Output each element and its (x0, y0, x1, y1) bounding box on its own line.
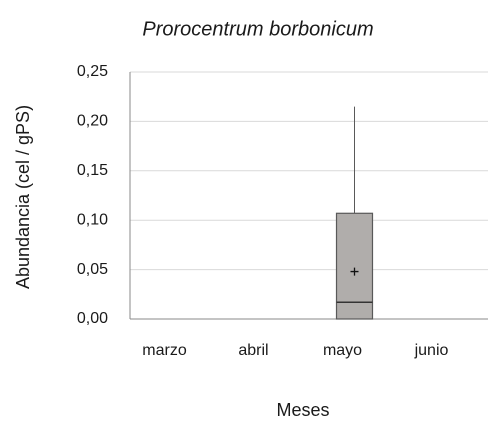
x-tick-label: abril (238, 342, 268, 359)
y-tick-label: 0,25 (77, 63, 108, 80)
x-tick-label: mayo (323, 342, 362, 359)
chart-title: Prorocentrum borbonicum (142, 18, 373, 40)
x-axis-title: Meses (276, 400, 329, 420)
y-axis-title: Abundancia (cel / gPS) (13, 105, 33, 289)
mean-marker (350, 267, 359, 276)
box (335, 212, 374, 320)
x-tick-label: junio (414, 342, 449, 359)
y-tick-label: 0,05 (77, 261, 108, 278)
y-tick-label: 0,15 (77, 162, 108, 179)
y-tick-label: 0,10 (77, 211, 108, 228)
y-tick-label: 0,20 (77, 113, 108, 130)
y-tick-label: 0,00 (77, 310, 108, 327)
x-tick-label: marzo (142, 342, 187, 359)
